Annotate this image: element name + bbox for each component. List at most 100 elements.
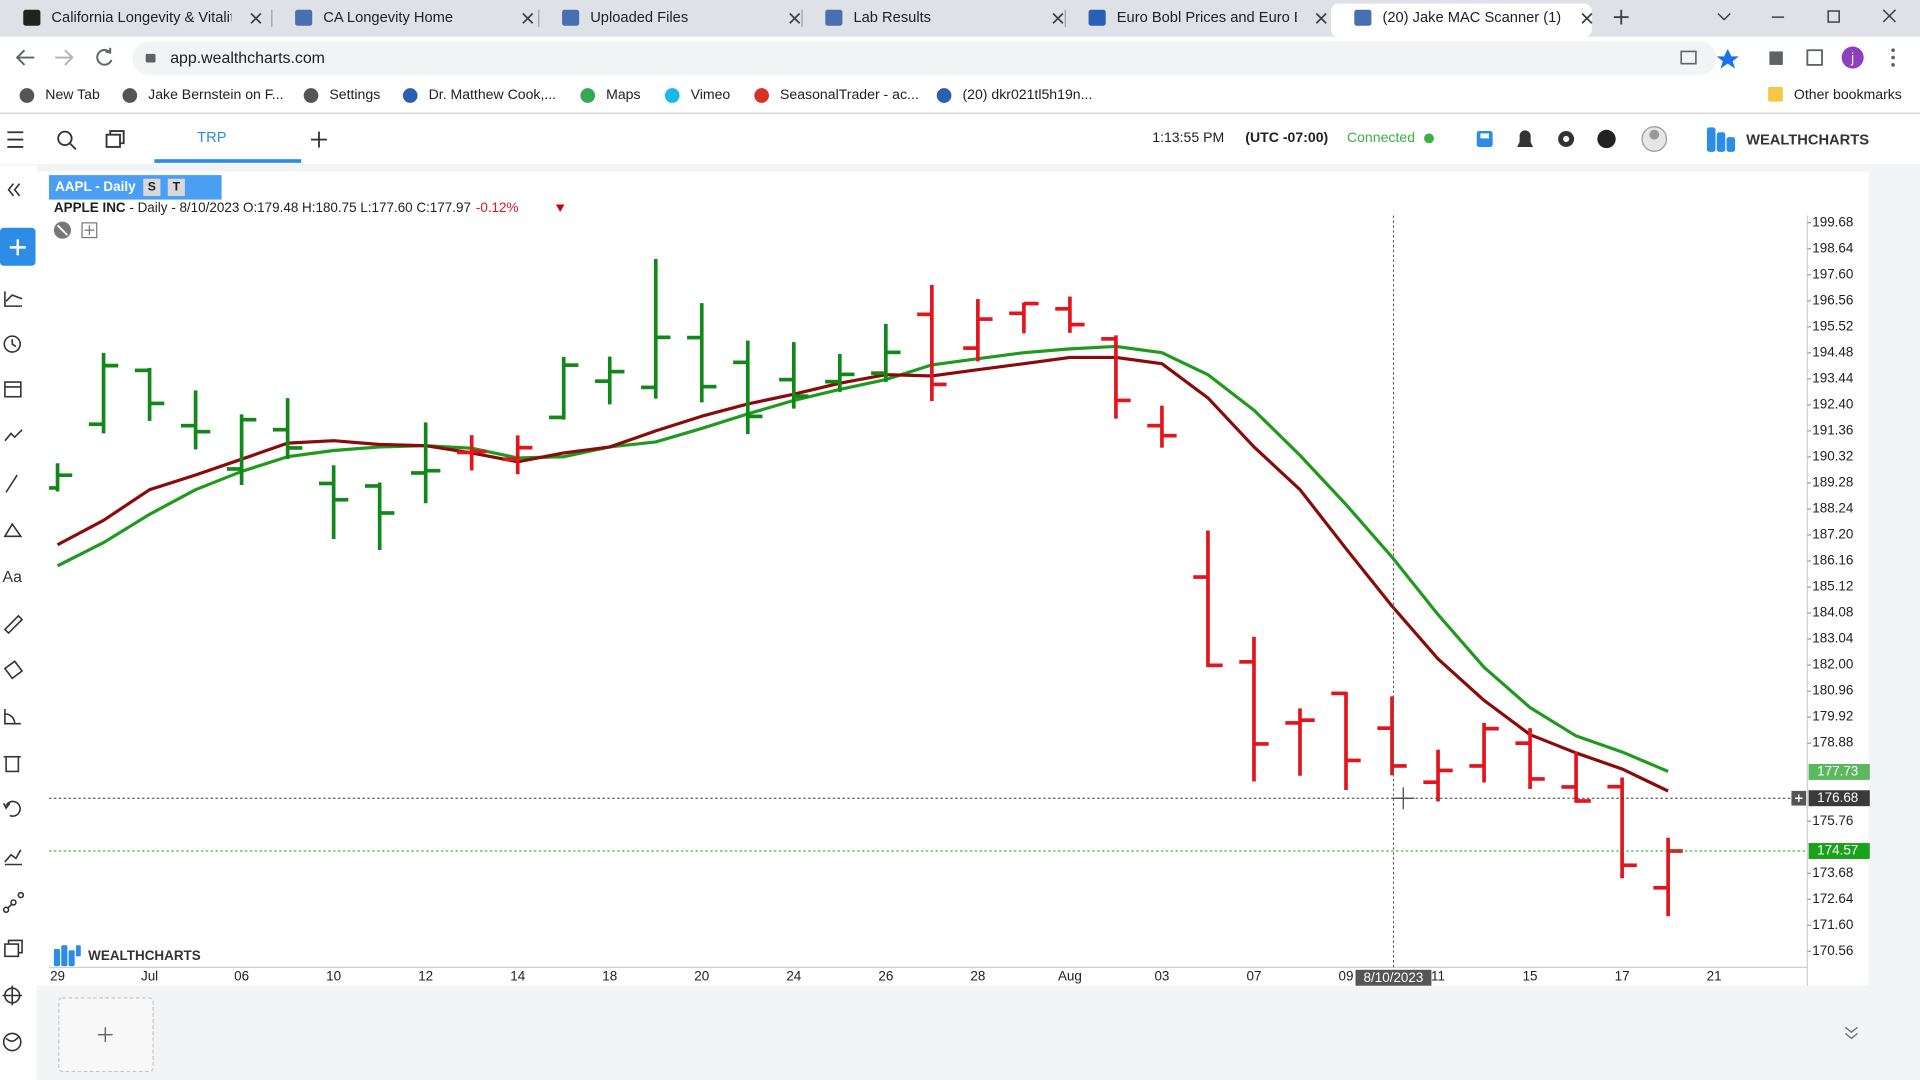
y-tick-label: 184.08 xyxy=(1812,605,1853,620)
x-tick-label: 06 xyxy=(234,969,249,984)
collapse-button[interactable] xyxy=(1844,1026,1859,1040)
change-label: -0.12% xyxy=(476,200,519,215)
s-button[interactable] xyxy=(143,178,161,196)
y-tick-label: 172.64 xyxy=(1812,891,1854,906)
tab-favicon xyxy=(1088,9,1106,26)
x-tick-label: 15 xyxy=(1523,969,1538,984)
text-tool[interactable]: Aa xyxy=(3,569,23,586)
new-tab-button[interactable] xyxy=(1613,9,1629,25)
bookmark[interactable]: Vimeo xyxy=(691,86,731,102)
interval-date: - Daily - 8/10/2023 xyxy=(126,200,240,215)
brand: WEALTHCHARTS xyxy=(1746,133,1869,149)
crosshair-date: 8/10/2023 xyxy=(1364,970,1424,985)
timezone[interactable]: (UTC -07:00) xyxy=(1245,129,1328,145)
legend-buttons[interactable] xyxy=(53,221,98,239)
s-button-label[interactable]: S xyxy=(148,180,156,194)
y-tick-label: 193.44 xyxy=(1812,370,1854,385)
toolbar-actions[interactable] xyxy=(1476,126,1736,152)
y-tick-label: 170.56 xyxy=(1812,943,1853,958)
moving-average-line xyxy=(56,355,1669,793)
active-tab[interactable] xyxy=(1331,3,1592,37)
bookmark[interactable]: Dr. Matthew Cook,... xyxy=(429,86,557,102)
toolbar-icons[interactable] xyxy=(7,130,327,151)
x-tick-label: 11 xyxy=(1431,969,1445,984)
tab-title[interactable]: Uploaded Files xyxy=(590,10,688,26)
sidebar-tools[interactable] xyxy=(0,183,36,1052)
y-tick-label: 188.24 xyxy=(1812,501,1854,516)
x-tick-label: 09 xyxy=(1339,969,1354,984)
bookmark[interactable]: Settings xyxy=(329,86,380,102)
x-tick-label: 21 xyxy=(1707,969,1722,984)
y-tick-label: 171.60 xyxy=(1812,917,1853,932)
x-tick-label: 17 xyxy=(1615,969,1630,984)
moving-average-line xyxy=(56,344,1669,773)
other-bookmarks[interactable]: Other bookmarks xyxy=(1794,86,1902,102)
tab-close[interactable] xyxy=(789,12,801,24)
omnibox[interactable] xyxy=(132,41,1717,75)
add-panel-icon[interactable] xyxy=(97,1027,113,1043)
bookmark-icon xyxy=(19,88,35,103)
y-tick-label: 182.00 xyxy=(1812,657,1853,672)
chart-panel xyxy=(36,171,1869,986)
tab-favicon xyxy=(295,9,313,26)
change-arrow xyxy=(555,204,565,212)
open-label: O:179.48 xyxy=(243,200,298,215)
symbol-tab[interactable] xyxy=(48,175,222,200)
x-tick-label: 18 xyxy=(602,969,617,984)
y-tick-label: 180.96 xyxy=(1812,683,1853,698)
x-tick-label: 03 xyxy=(1154,969,1169,984)
tab-close[interactable] xyxy=(522,12,534,24)
bookmark-icon xyxy=(580,88,596,103)
bookmark[interactable]: New Tab xyxy=(45,86,100,102)
folder-icon xyxy=(1768,86,1783,102)
x-tick-label: 20 xyxy=(694,969,709,984)
bookmark-icon xyxy=(664,88,680,103)
tab-title[interactable]: (20) Jake MAC Scanner (1) - V xyxy=(1382,10,1584,26)
tab-close[interactable] xyxy=(1315,12,1327,24)
price-tag-label: 177.73 xyxy=(1817,764,1858,779)
low-label: L:177.60 xyxy=(360,200,412,215)
tab-strip xyxy=(0,0,1920,37)
tabs: California Longevity & Vitality CA Longev… xyxy=(23,3,1593,37)
t-button[interactable] xyxy=(167,178,185,196)
bookmark[interactable]: Maps xyxy=(606,86,640,102)
symbol-tab-label[interactable]: AAPL - Daily xyxy=(55,179,136,194)
close-label: C:177.97 xyxy=(416,200,471,215)
add-alert-icon[interactable] xyxy=(1795,794,1803,802)
nav-buttons[interactable] xyxy=(15,47,113,66)
x-tick-label: 10 xyxy=(326,969,341,984)
y-tick-label: 199.68 xyxy=(1812,214,1853,229)
x-tick-label: 24 xyxy=(786,969,801,984)
chart-legend: APPLE INC - Daily - 8/10/2023 O:179.48 H:1… xyxy=(54,200,519,215)
profile-initial[interactable]: j xyxy=(1850,50,1854,65)
tab-title[interactable]: Lab Results xyxy=(853,10,931,26)
connection-status: Connected xyxy=(1347,129,1415,145)
bookmark[interactable]: (20) dkr021tl5h19n... xyxy=(962,86,1092,102)
y-tick-label: 189.28 xyxy=(1812,475,1853,490)
y-tick-label: 197.60 xyxy=(1812,266,1853,281)
y-tick-label: 183.04 xyxy=(1812,631,1854,646)
url[interactable]: app.wealthcharts.com xyxy=(170,50,325,67)
browser-actions[interactable] xyxy=(1680,46,1895,69)
app-toolbar xyxy=(0,113,1920,166)
tab-close[interactable] xyxy=(250,12,262,24)
crosshair-date-box xyxy=(1355,969,1432,986)
y-tick-label: 192.40 xyxy=(1812,396,1853,411)
high-label: H:180.75 xyxy=(302,200,357,215)
tab-title[interactable]: California Longevity & Vitality xyxy=(51,10,242,26)
tab-close[interactable] xyxy=(1052,12,1064,24)
t-button-label[interactable]: T xyxy=(173,180,181,194)
tab-title[interactable]: CA Longevity Home xyxy=(323,10,453,26)
tab-close[interactable] xyxy=(1581,12,1593,24)
y-tick-label: 190.32 xyxy=(1812,449,1853,464)
x-tick-label: 26 xyxy=(878,969,893,984)
plot-area xyxy=(48,259,1683,917)
workspace-tab[interactable]: TRP xyxy=(197,130,227,146)
bookmark[interactable]: SeasonalTrader - ac... xyxy=(780,86,919,102)
y-tick-label: 191.36 xyxy=(1812,422,1853,437)
y-tick-label: 178.88 xyxy=(1812,735,1853,750)
window-controls[interactable] xyxy=(1717,9,1897,23)
bookmark[interactable]: Jake Bernstein on F... xyxy=(148,86,283,102)
tab-title[interactable]: Euro Bobl Prices and Euro Bo xyxy=(1117,10,1312,26)
bookmark-icon xyxy=(122,88,138,103)
